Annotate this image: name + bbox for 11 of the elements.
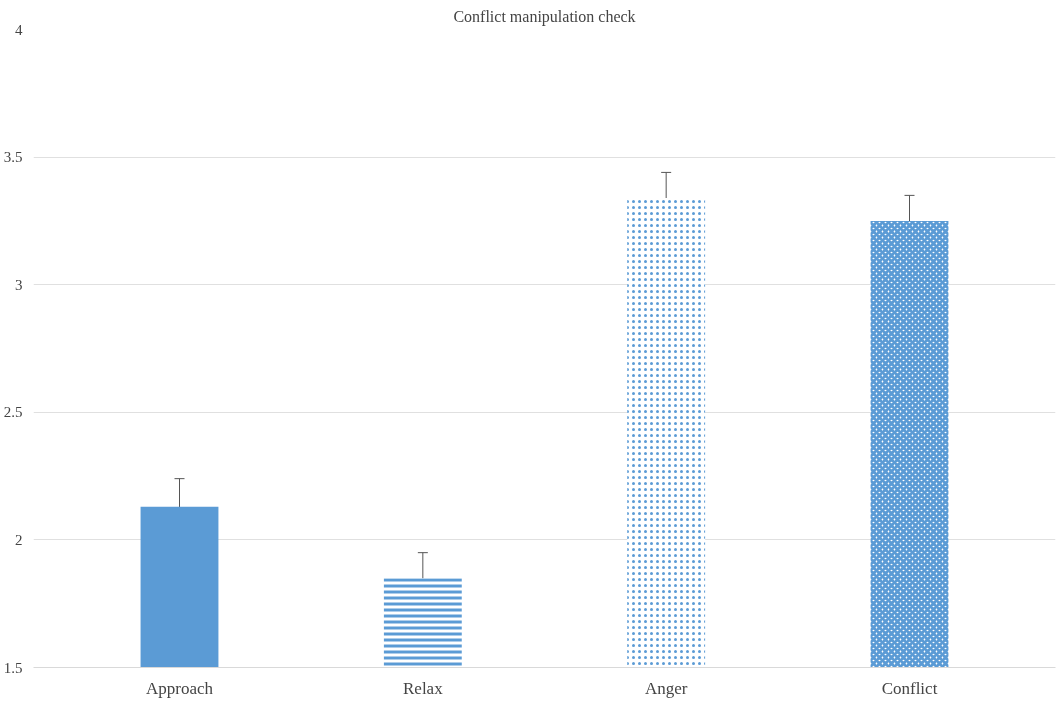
y-tick-label: 2.5 [3,404,23,421]
x-tick-label: Approach [145,678,214,698]
y-tick-label: 3 [15,276,23,293]
x-tick-label: Anger [644,678,688,698]
y-tick-label: 2 [15,531,23,548]
chart-title: Conflict manipulation check [453,7,636,26]
y-tick-label: 3.5 [3,149,23,166]
x-tick-label: Conflict [881,678,938,698]
x-tick-label: Relax [403,678,444,698]
y-tick-label: 1.5 [3,659,23,676]
y-tick-label: 4 [15,21,23,38]
